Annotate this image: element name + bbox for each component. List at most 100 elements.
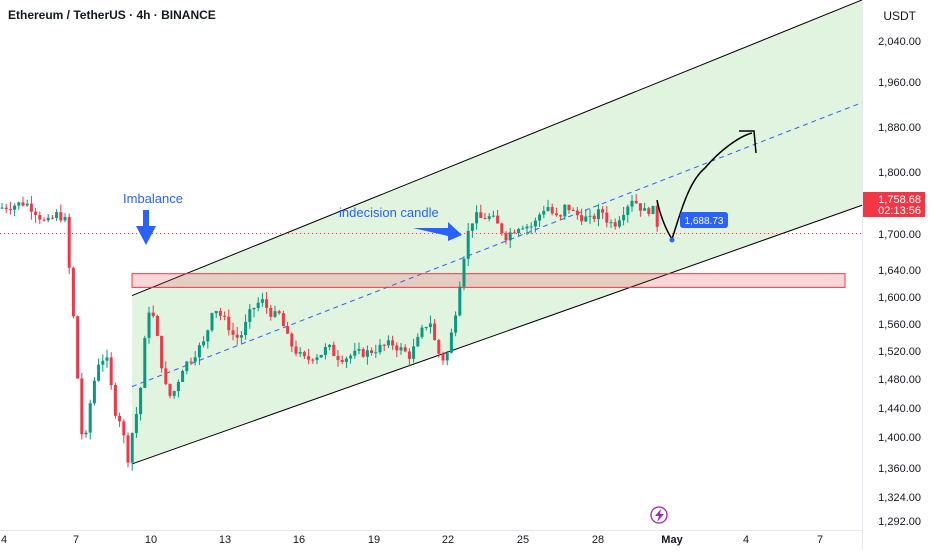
- candle-body: [42, 219, 46, 221]
- price-tick-label: 1,700.00: [878, 229, 921, 241]
- symbol-title[interactable]: Ethereum / TetherUS · 4h · BINANCE: [8, 8, 216, 22]
- candle: [214, 310, 218, 319]
- price-tick-label: 1,440.00: [878, 403, 921, 415]
- candle-body: [126, 435, 130, 463]
- candle-body: [260, 299, 264, 303]
- candle: [433, 319, 437, 341]
- candle-body: [638, 203, 642, 211]
- candle-body: [483, 217, 487, 219]
- candle-body: [403, 347, 407, 352]
- candle-body: [445, 352, 449, 361]
- channel-mid-line: [131, 102, 863, 388]
- candle-body: [643, 208, 647, 211]
- candle-body: [50, 217, 54, 219]
- candle: [475, 205, 479, 230]
- candle-body: [8, 209, 12, 211]
- candle-body: [336, 356, 340, 360]
- price-tick-label: 1,400.00: [878, 432, 921, 444]
- candle-body: [134, 414, 138, 434]
- candle-body: [185, 361, 189, 371]
- candle-body: [248, 309, 252, 322]
- candle: [449, 328, 453, 354]
- candle-body: [168, 383, 172, 396]
- last-price-value: 1,758.68: [878, 194, 921, 206]
- candle: [437, 338, 441, 358]
- candle: [613, 218, 617, 230]
- candle: [365, 345, 369, 365]
- candlestick-series: [0, 193, 659, 471]
- candle-body: [294, 346, 298, 354]
- candle-body: [538, 214, 542, 221]
- candle: [139, 386, 143, 421]
- price-tick-label: 1,880.00: [878, 122, 921, 134]
- candle-body: [34, 211, 38, 215]
- candle-body: [210, 313, 214, 331]
- time-tick-label: 4: [743, 534, 749, 546]
- candle-body: [139, 387, 143, 415]
- candle: [370, 347, 374, 356]
- candle: [344, 356, 348, 368]
- candle-body: [357, 349, 361, 351]
- candle-body: [176, 381, 180, 392]
- candle: [227, 309, 231, 336]
- candle: [113, 382, 117, 419]
- candle: [189, 357, 193, 366]
- candle: [382, 343, 386, 352]
- candle-body: [588, 215, 592, 217]
- candle-body: [164, 368, 168, 384]
- candle-body: [344, 358, 348, 362]
- candle: [168, 383, 172, 399]
- candle-body: [101, 360, 105, 365]
- candle-body: [365, 350, 369, 357]
- candle: [4, 204, 8, 214]
- candle: [479, 204, 483, 219]
- candle-body: [218, 311, 222, 316]
- candle-body: [437, 340, 441, 354]
- candle-body: [496, 215, 500, 224]
- candle: [491, 210, 495, 218]
- candle-body: [386, 340, 390, 346]
- candle: [197, 342, 201, 365]
- candle-body: [265, 299, 269, 308]
- candle-body: [647, 208, 651, 214]
- candle: [84, 429, 88, 438]
- candle-body: [580, 215, 584, 222]
- candle-body: [617, 220, 621, 227]
- candle-body: [655, 205, 659, 227]
- candle: [130, 432, 134, 471]
- candle-body: [622, 214, 626, 221]
- candle: [185, 360, 189, 375]
- candle-body: [231, 330, 235, 335]
- candle: [147, 306, 151, 344]
- candle-body: [273, 311, 277, 317]
- candle: [559, 214, 563, 221]
- candle-body: [596, 209, 600, 220]
- candle: [252, 307, 256, 318]
- candle: [395, 342, 399, 358]
- candle: [575, 206, 579, 220]
- candle: [529, 222, 533, 234]
- candle: [269, 304, 273, 321]
- currency-label: USDT: [883, 9, 916, 23]
- candle-body: [525, 226, 529, 229]
- candle-body: [223, 315, 227, 317]
- candle-body: [143, 337, 147, 388]
- candle: [643, 202, 647, 211]
- candle-body: [197, 345, 201, 358]
- candle-body: [454, 315, 458, 333]
- candle-body: [269, 307, 273, 317]
- time-tick-label: 10: [145, 534, 157, 546]
- candle: [554, 207, 558, 217]
- parallel-channel: [131, 0, 863, 465]
- candle: [349, 353, 353, 364]
- candle-body: [76, 316, 80, 379]
- price-tick-label: 1,480.00: [878, 374, 921, 386]
- candle-body: [630, 200, 634, 207]
- price-tick-label: 1,292.00: [878, 516, 921, 528]
- candle: [151, 305, 155, 318]
- time-tick-label: 7: [817, 534, 823, 546]
- candle-body: [155, 315, 159, 336]
- candle: [521, 225, 525, 230]
